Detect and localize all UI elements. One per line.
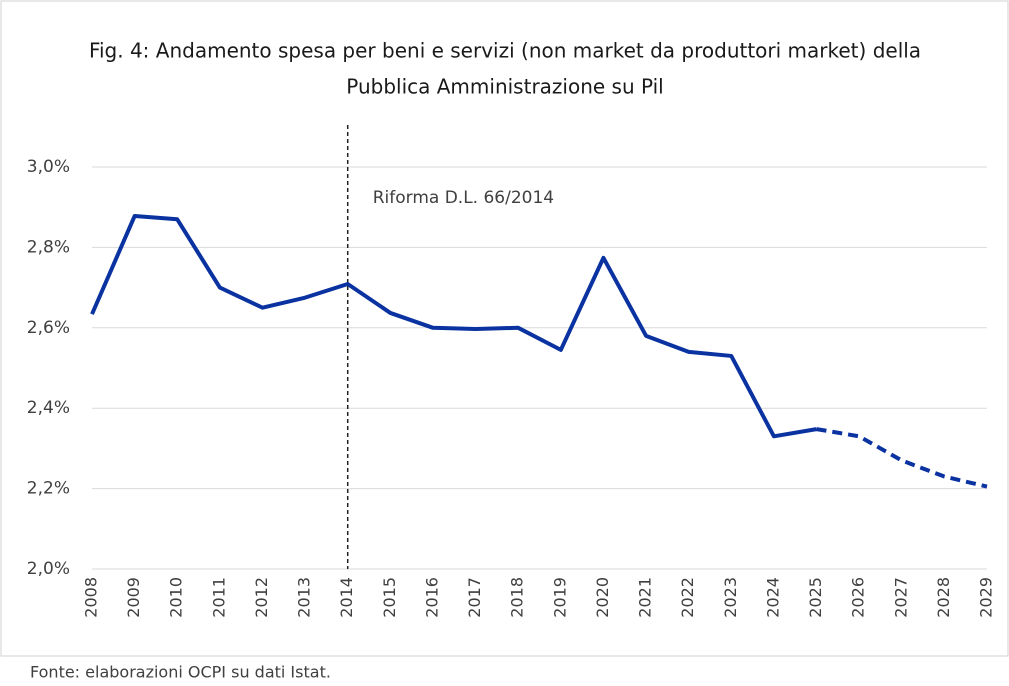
annotation-text: Riforma D.L. 66/2014: [373, 188, 554, 208]
y-tick-label: 2,2%: [27, 479, 70, 499]
source-note: Fonte: elaborazioni OCPI su dati Istat.: [30, 663, 331, 682]
x-tick-label: 2024: [763, 577, 782, 618]
x-tick-label: 2029: [977, 577, 996, 618]
x-tick-label: 2010: [167, 577, 186, 618]
chart-title: Fig. 4: Andamento spesa per beni e servi…: [89, 39, 921, 63]
x-tick-label: 2018: [508, 577, 527, 618]
line-series-forecast: [816, 427, 988, 489]
x-tick-label: 2012: [252, 577, 271, 618]
x-tick-label: 2021: [636, 577, 655, 618]
y-tick-label: 2,8%: [27, 237, 70, 257]
x-tick-label: 2020: [593, 577, 612, 618]
x-tick-label: 2023: [721, 577, 740, 618]
x-tick-label: 2015: [380, 577, 399, 618]
x-tick-label: 2008: [82, 577, 101, 618]
chart-title: Pubblica Amministrazione su Pil: [346, 75, 664, 99]
x-tick-label: 2019: [550, 577, 569, 618]
y-tick-label: 2,0%: [27, 559, 70, 579]
line-series: [90, 214, 817, 439]
y-tick-label: 2,6%: [27, 318, 70, 338]
x-tick-label: 2014: [337, 577, 356, 618]
y-tick-label: 3,0%: [27, 157, 70, 177]
x-tick-label: 2013: [295, 577, 314, 618]
x-tick-label: 2022: [678, 577, 697, 618]
x-tick-label: 2011: [209, 577, 228, 618]
x-tick-label: 2017: [465, 577, 484, 618]
x-tick-label: 2009: [124, 577, 143, 618]
x-tick-label: 2016: [422, 577, 441, 618]
x-tick-label: 2027: [891, 577, 910, 618]
x-tick-label: 2026: [849, 577, 868, 618]
x-tick-label: 2028: [934, 577, 953, 618]
x-tick-label: 2025: [806, 577, 825, 618]
y-tick-label: 2,4%: [27, 398, 70, 418]
